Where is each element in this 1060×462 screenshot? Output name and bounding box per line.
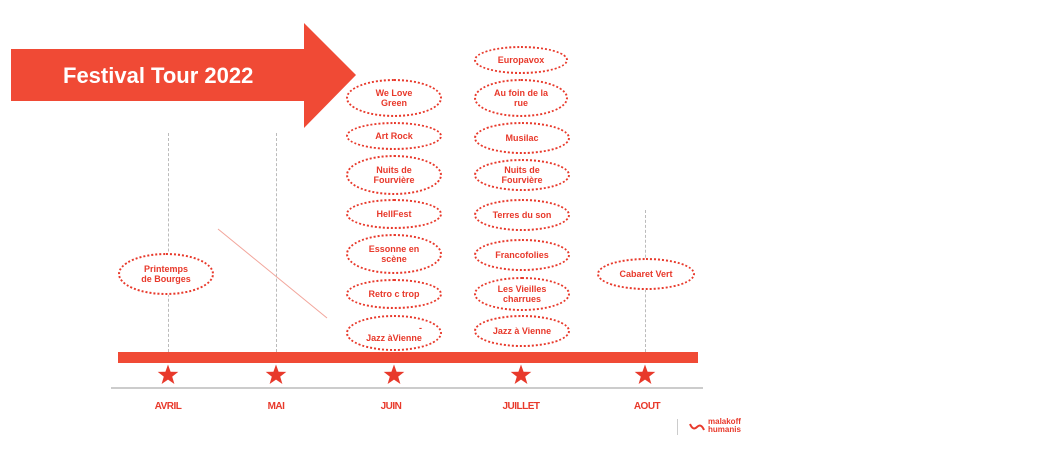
festival-label: Jazz à Vienne <box>492 326 552 336</box>
title-arrow: Festival Tour 2022 <box>11 23 356 128</box>
logo-divider <box>677 419 678 435</box>
festival-label: Essonne en scène <box>368 244 420 264</box>
star-icon <box>157 364 179 384</box>
festival-pill: Jazz à Vienne <box>474 315 570 347</box>
festival-label: Retro c trop <box>368 289 420 299</box>
festival-label: We Love Green <box>375 88 413 108</box>
festival-label: Nuits de Fourvière <box>501 165 543 185</box>
festival-pill: Nuits de Fourvière <box>346 155 442 195</box>
logo-line-1: malakoff <box>708 417 741 426</box>
logo-wave-icon <box>689 423 705 431</box>
star-icon <box>265 364 287 384</box>
month-label-juillet: JUILLET <box>502 401 540 412</box>
festival-label: Terres du son <box>492 210 552 220</box>
month-label-aout: AOUT <box>633 401 661 412</box>
festival-pill: We Love Green <box>346 79 442 117</box>
festival-label: Musilac <box>505 133 539 143</box>
festival-pill: Essonne en scène <box>346 234 442 274</box>
festival-pill: Terres du son <box>474 199 570 231</box>
festival-label: HellFest <box>376 209 412 219</box>
festival-label: Au foin de la rue <box>494 88 548 108</box>
festival-pill: Printemps de Bourges <box>118 253 214 295</box>
festival-pill: Art Rock <box>346 122 442 150</box>
star-icon <box>383 364 405 384</box>
festival-pill: Europavox <box>474 46 568 74</box>
festival-pill: Retro c trop <box>346 279 442 309</box>
festival-pill: Cabaret Vert <box>597 258 695 290</box>
month-label-avril: AVRIL <box>154 401 182 412</box>
month-label-mai: MAI <box>267 401 285 412</box>
festival-label: Nuits de Fourvière <box>373 165 415 185</box>
festival-label: Les Vieilles charrues <box>497 284 547 304</box>
timeline-axis <box>111 387 703 389</box>
festival-label: Cabaret Vert <box>619 269 673 279</box>
festival-pill: Francofolies <box>474 239 570 271</box>
logo-text: malakoff humanis <box>708 418 741 434</box>
month-label-juin: JUIN <box>380 401 402 412</box>
festival-pill: Les Vieilles charrues <box>474 277 570 311</box>
guide-line-mai <box>276 133 277 352</box>
star-icon <box>634 364 656 384</box>
festival-label: Francofolies <box>495 250 549 260</box>
brand-logo: malakoff humanis <box>677 417 757 437</box>
page-title: Festival Tour 2022 <box>63 63 254 88</box>
festival-pill: - Jazz àVienne <box>346 315 442 351</box>
festival-label: - Jazz àVienne <box>366 323 422 343</box>
festival-label: Printemps de Bourges <box>141 264 191 284</box>
guide-line-avril <box>168 133 169 352</box>
festival-pill: Au foin de la rue <box>474 79 568 117</box>
festival-label: Art Rock <box>375 131 413 141</box>
arrow-shape <box>11 23 356 128</box>
logo-line-2: humanis <box>708 425 741 434</box>
star-icon <box>510 364 532 384</box>
festival-pill: Nuits de Fourvière <box>474 159 570 191</box>
festival-pill: Musilac <box>474 122 570 154</box>
timeline-bar <box>118 352 698 363</box>
festival-label: Europavox <box>497 55 545 65</box>
festival-pill: HellFest <box>346 199 442 229</box>
